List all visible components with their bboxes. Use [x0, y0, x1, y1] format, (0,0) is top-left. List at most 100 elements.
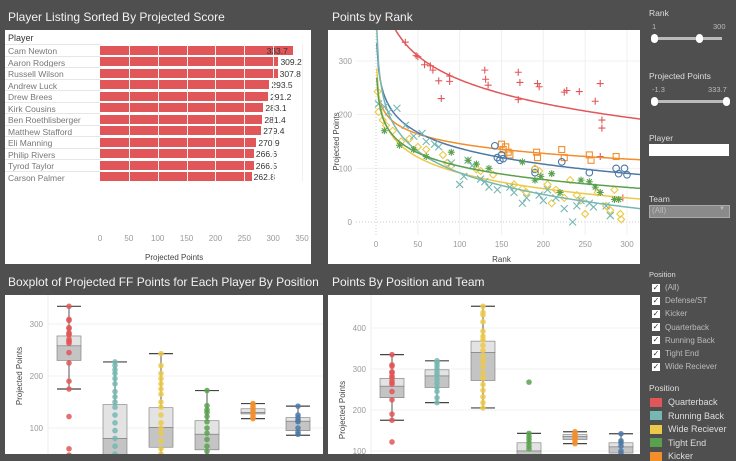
row-divider: [5, 170, 101, 172]
player-name[interactable]: Eli Manning: [8, 138, 53, 148]
data-point: [389, 439, 395, 445]
data-point: [526, 379, 532, 385]
position-checkbox[interactable]: ✓ Quarterback: [652, 323, 709, 332]
projected-slider[interactable]: [651, 97, 730, 106]
bar: [100, 126, 262, 135]
marker-x: [384, 108, 393, 116]
position-checkbox[interactable]: ✓ Wide Reciever: [652, 362, 717, 371]
player-name[interactable]: Andrew Luck: [8, 80, 58, 91]
rank-slider[interactable]: [651, 34, 722, 43]
marker-x: [518, 199, 527, 208]
marker-plus: [484, 81, 492, 89]
data-point: [204, 413, 210, 420]
marker-plus: [598, 124, 606, 132]
legend-swatch: [650, 424, 662, 434]
player-name[interactable]: Cam Newton: [8, 46, 58, 56]
team-dropdown[interactable]: (All) ▼: [649, 205, 730, 218]
gridline: [244, 44, 246, 182]
position-checkbox[interactable]: ✓ Running Back: [652, 336, 715, 345]
x-axis-label: Rank: [492, 255, 512, 264]
checkbox-checked-icon[interactable]: ✓: [652, 335, 660, 345]
data-point: [389, 351, 395, 358]
x-tick-label: 350: [295, 234, 309, 243]
diamond-mark: [421, 145, 431, 154]
position-checkbox[interactable]: ✓ Kicker: [652, 309, 687, 318]
x-mark: [476, 175, 485, 183]
marker-x: [606, 211, 615, 220]
diamond-mark: [518, 184, 527, 194]
data-point: [66, 303, 72, 310]
x-tick-label: 0: [97, 234, 103, 243]
x-mark: [510, 188, 518, 197]
circle-mark: [499, 154, 508, 163]
checkbox-checked-icon[interactable]: ✓: [652, 348, 660, 358]
marker-plus: [535, 83, 543, 91]
slider-max-handle[interactable]: [696, 34, 704, 43]
marker-x: [401, 121, 410, 130]
data-point: [66, 325, 72, 332]
bar: [100, 149, 254, 158]
slider-min-handle[interactable]: [651, 97, 658, 106]
data-point: [112, 399, 118, 405]
position-checkbox[interactable]: ✓ Defense/ST: [652, 296, 707, 305]
legend-title: Position: [649, 383, 680, 393]
y-tick-label: 200: [353, 406, 367, 415]
player-name[interactable]: Tyrod Taylor: [8, 161, 55, 171]
asterisk-mark: [577, 176, 585, 184]
row-divider: [5, 101, 101, 103]
marker-x: [589, 203, 598, 211]
position-checkbox[interactable]: ✓ (All): [652, 283, 679, 292]
plus-mark: [598, 116, 606, 124]
legend-swatch: [650, 397, 662, 407]
checkbox-checked-icon[interactable]: ✓: [652, 295, 660, 305]
row-divider: [5, 90, 101, 91]
bar-chart-title: Player Listing Sorted By Projected Score: [8, 10, 225, 24]
data-point: [204, 448, 210, 454]
marker-asterisk: [537, 172, 545, 180]
data-point: [434, 384, 440, 391]
checkbox-checked-icon[interactable]: ✓: [652, 308, 660, 318]
data-point: [66, 378, 72, 384]
marker-asterisk: [556, 188, 564, 196]
data-point: [204, 430, 210, 436]
player-name[interactable]: Matthew Stafford: [8, 126, 73, 137]
row-divider: [5, 136, 101, 137]
position-checkbox[interactable]: ✓ Tight End: [652, 349, 699, 358]
asterisk-mark: [395, 141, 403, 149]
circle-mark: [557, 158, 566, 166]
data-point: [66, 317, 72, 324]
diamond-mark: [530, 164, 540, 173]
player-name[interactable]: Carson Palmer: [8, 172, 65, 183]
data-point: [572, 440, 578, 447]
checkbox-checked-icon[interactable]: ✓: [652, 361, 660, 371]
diamond-mark: [565, 175, 575, 185]
checkbox-checked-icon[interactable]: ✓: [652, 322, 660, 332]
player-name[interactable]: Philip Rivers: [8, 149, 56, 160]
slider-max-handle[interactable]: [723, 97, 730, 106]
player-name[interactable]: Kirk Cousins: [8, 103, 56, 114]
player-search-input[interactable]: [649, 144, 729, 156]
marker-x: [434, 142, 443, 151]
marker-x: [522, 193, 531, 202]
marker-diamond: [547, 198, 556, 208]
player-name[interactable]: Aaron Rodgers: [8, 57, 66, 68]
marker-circle: [490, 141, 499, 150]
slider-min-handle[interactable]: [651, 34, 658, 43]
player-name[interactable]: Ben Roethlisberger: [8, 115, 81, 125]
y-tick-label: 300: [30, 320, 44, 329]
x-tick-label: 150: [495, 240, 509, 249]
data-point: [480, 358, 486, 365]
marker-x: [560, 204, 569, 213]
asterisk-mark: [548, 170, 556, 178]
x-mark: [552, 193, 560, 202]
data-point: [112, 381, 118, 387]
marker-circle: [623, 170, 631, 179]
data-point: [158, 425, 164, 431]
plus-mark: [421, 61, 429, 69]
player-name[interactable]: Russell Wilson: [8, 69, 64, 79]
checkbox-checked-icon[interactable]: ✓: [652, 282, 660, 292]
data-point: [66, 413, 72, 420]
data-point: [158, 404, 164, 410]
player-name[interactable]: Drew Brees: [8, 92, 53, 102]
marker-asterisk: [585, 178, 593, 186]
